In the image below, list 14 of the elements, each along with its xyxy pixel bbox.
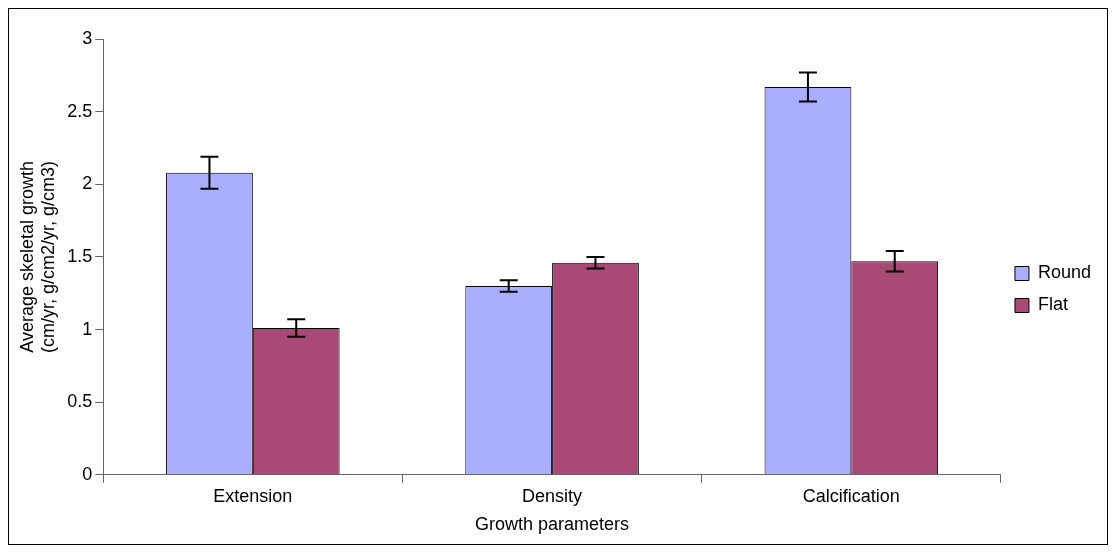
- x-tick-label: Extension: [213, 485, 293, 506]
- y-tick-label: 2: [82, 173, 93, 194]
- x-tick-label: Calcification: [802, 485, 900, 506]
- legend-label: Round: [1037, 262, 1091, 283]
- y-tick-label: 2.5: [67, 100, 93, 121]
- y-axis-title: Average skeletal growth (cm/yr, g/cm2/yr, g/cm3): [16, 160, 59, 353]
- x-axis-title: Growth parameters: [475, 514, 630, 535]
- y-tick-label: 3: [82, 27, 93, 48]
- y-tick-label: 0.5: [67, 391, 93, 412]
- legend-label: Flat: [1037, 294, 1068, 315]
- y-tick-label: 1.5: [67, 245, 93, 266]
- y-tick-label: 0: [82, 463, 93, 484]
- y-tick-label: 1: [82, 318, 93, 339]
- x-tick-label: Density: [522, 485, 583, 506]
